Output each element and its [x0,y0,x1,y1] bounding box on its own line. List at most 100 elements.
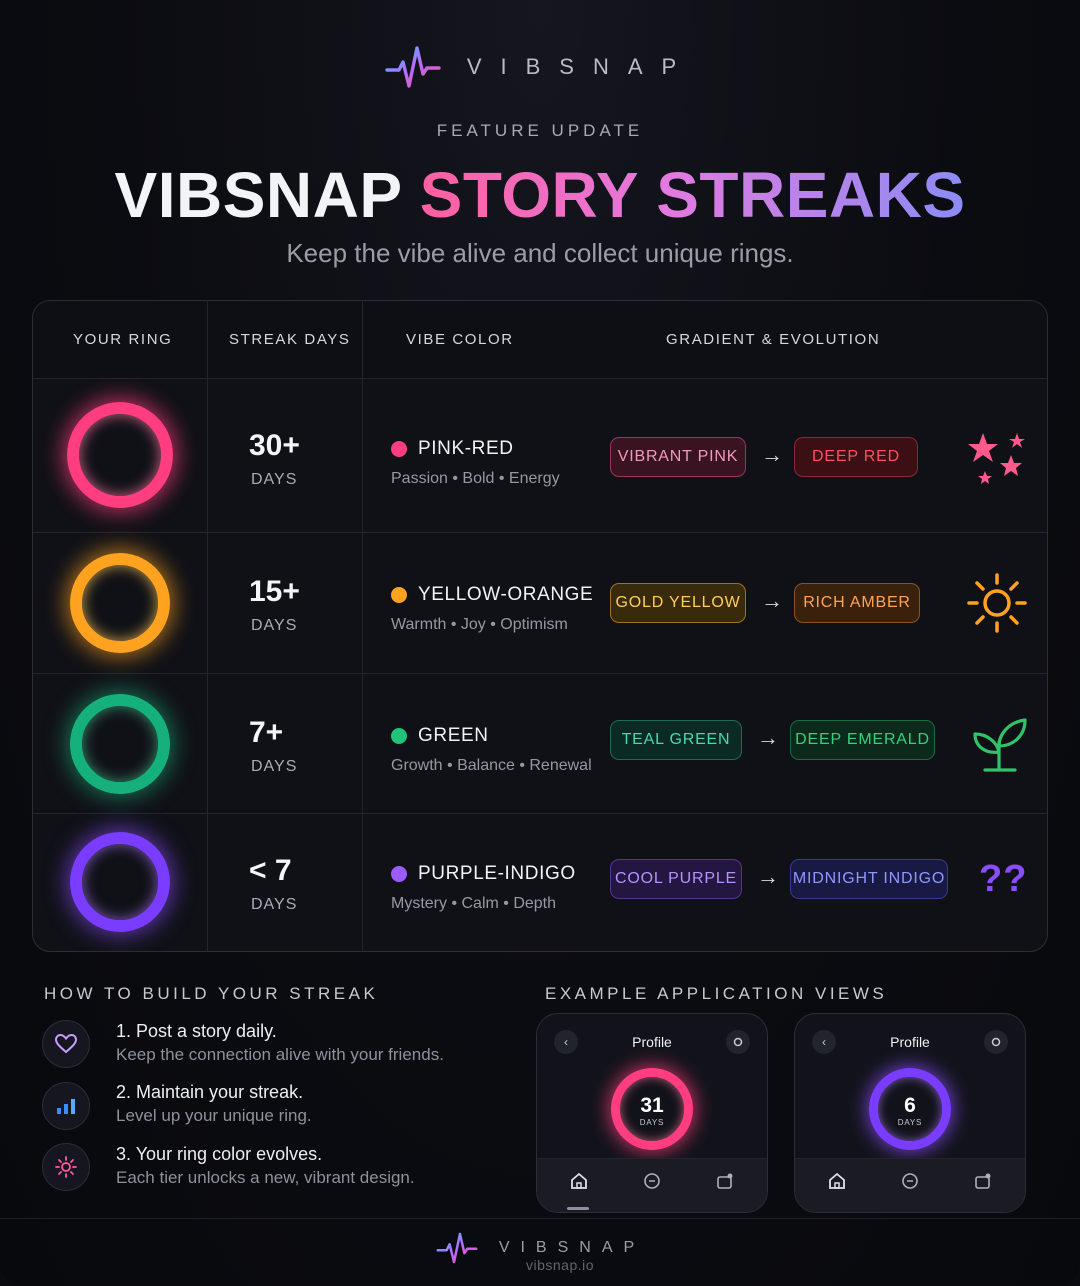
profile-card-icon[interactable] [973,1171,993,1191]
back-button[interactable]: ‹ [812,1030,836,1054]
bottom-nav [537,1158,767,1212]
examples-title: EXAMPLE APPLICATION VIEWS [545,984,888,1003]
vibe-dot [391,441,407,457]
header-your-ring: YOUR RING [73,331,173,348]
step-title: 2. Maintain your streak. [116,1082,304,1102]
column-divider [207,301,208,951]
title-white: VIBSNAP [114,159,402,231]
sun-icon [967,573,1027,633]
kicker: FEATURE UPDATE [436,121,644,140]
gradient-to-pill: DEEP EMERALD [790,720,935,760]
active-tab-indicator [567,1207,589,1210]
vibe-tags: Passion • Bold • Energy [391,470,560,487]
home-icon[interactable] [827,1171,847,1191]
settings-button[interactable] [984,1030,1008,1054]
streak-days-value: < 7 [249,854,292,887]
header-vibe-color: VIBE COLOR [406,331,514,348]
ring-green [70,694,170,794]
title-gradient: STORY STREAKS [419,159,966,231]
gradient-from-pill: COOL PURPLE [610,859,742,899]
phone-mockup-purple: ‹ Profile 6 DAYS [794,1013,1026,1213]
arrow-right-icon: → [757,864,779,889]
phone-title: Profile [632,1034,672,1050]
header-streak-days: STREAK DAYS [229,331,351,348]
footer-url[interactable]: vibsnap.io [525,1257,595,1273]
step-icon-wrap [42,1020,90,1068]
vibe-dot [391,728,407,744]
streak-count-label: DAYS [897,1118,923,1127]
gradient-from-pill: TEAL GREEN [610,720,742,760]
vibe-name: GREEN [418,725,489,746]
home-icon[interactable] [569,1171,589,1191]
streak-days-value: 15+ [249,575,300,608]
arrow-right-icon: → [757,725,779,750]
footer-brand: VIBSNAP [0,1231,1080,1265]
ring-yellow-orange [70,553,170,653]
streak-days-value: 30+ [249,429,300,462]
vibe-name: PINK-RED [418,438,514,459]
table-header: YOUR RING STREAK DAYS VIBE COLOR GRADIEN… [33,301,1047,379]
gradient-from-pill: VIBRANT PINK [610,437,746,477]
step-icon-wrap [42,1082,90,1130]
gear-icon [991,1037,1001,1047]
back-button[interactable]: ‹ [554,1030,578,1054]
subtitle: Keep the vibe alive and collect unique r… [286,238,794,268]
arrow-right-icon: → [761,442,783,467]
heart-icon [55,1034,77,1054]
step-title: 1. Post a story daily. [116,1021,277,1041]
step-desc: Level up your unique ring. [116,1106,312,1125]
explore-icon[interactable] [642,1171,662,1191]
gradient-to-pill: DEEP RED [794,437,918,477]
gear-icon [733,1037,743,1047]
table-row: 7+ DAYS GREEN Growth • Balance • Renewal… [33,674,1047,814]
vibsnap-pulse-logo-icon [436,1232,478,1264]
streak-days-label: DAYS [251,617,298,634]
brand-header: VIBSNAP [0,44,1080,90]
ring-purple-indigo [70,832,170,932]
streak-days-value: 7+ [249,716,284,749]
gradient-from-pill: GOLD YELLOW [610,583,746,623]
brand-name: VIBSNAP [466,54,696,79]
vibe-tags: Mystery • Calm • Depth [391,895,557,912]
ring-pink-red [67,402,173,508]
table-row: 30+ DAYS PINK-RED Passion • Bold • Energ… [33,379,1047,533]
step-desc: Each tier unlocks a new, vibrant design. [116,1168,415,1187]
question-marks-icon: ?? [979,858,1028,900]
bottom-nav [795,1158,1025,1212]
step-title: 3. Your ring color evolves. [116,1144,323,1164]
profile-card-icon[interactable] [715,1171,735,1191]
streak-days-label: DAYS [251,896,298,913]
page-title: VIBSNAP STORY STREAKS [0,158,1080,232]
settings-button[interactable] [726,1030,750,1054]
streak-count-label: DAYS [639,1118,665,1127]
vibe-dot [391,866,407,882]
bar-chart-icon [57,1099,75,1114]
step-desc: Keep the connection alive with your frie… [116,1045,444,1064]
step-icon-wrap [42,1143,90,1191]
streak-days-label: DAYS [251,758,298,775]
header-gradient-evolution: GRADIENT & EVOLUTION [666,331,881,348]
phone-title: Profile [890,1034,930,1050]
gradient-to-pill: MIDNIGHT INDIGO [790,859,948,899]
footer: VIBSNAP vibsnap.io [0,1218,1080,1286]
profile-ring [611,1068,693,1150]
vibe-dot [391,587,407,603]
streak-count: 31 [640,1094,664,1117]
profile-ring [869,1068,951,1150]
streak-table: YOUR RING STREAK DAYS VIBE COLOR GRADIEN… [32,300,1048,952]
gradient-to-pill: RICH AMBER [794,583,920,623]
sparkle-sun-icon [55,1156,77,1178]
how-to-title: HOW TO BUILD YOUR STREAK [44,984,379,1003]
explore-icon[interactable] [900,1171,920,1191]
column-divider [362,301,363,951]
sprout-icon [973,718,1027,772]
vibsnap-pulse-logo-icon [385,46,441,88]
phone-mockup-pink: ‹ Profile 31 DAYS [536,1013,768,1213]
streak-days-label: DAYS [251,471,298,488]
vibe-name: PURPLE-INDIGO [418,863,576,884]
vibe-tags: Growth • Balance • Renewal [391,757,592,774]
stars-icon [968,433,1025,484]
streak-count: 6 [904,1094,916,1117]
vibe-tags: Warmth • Joy • Optimism [391,616,568,633]
